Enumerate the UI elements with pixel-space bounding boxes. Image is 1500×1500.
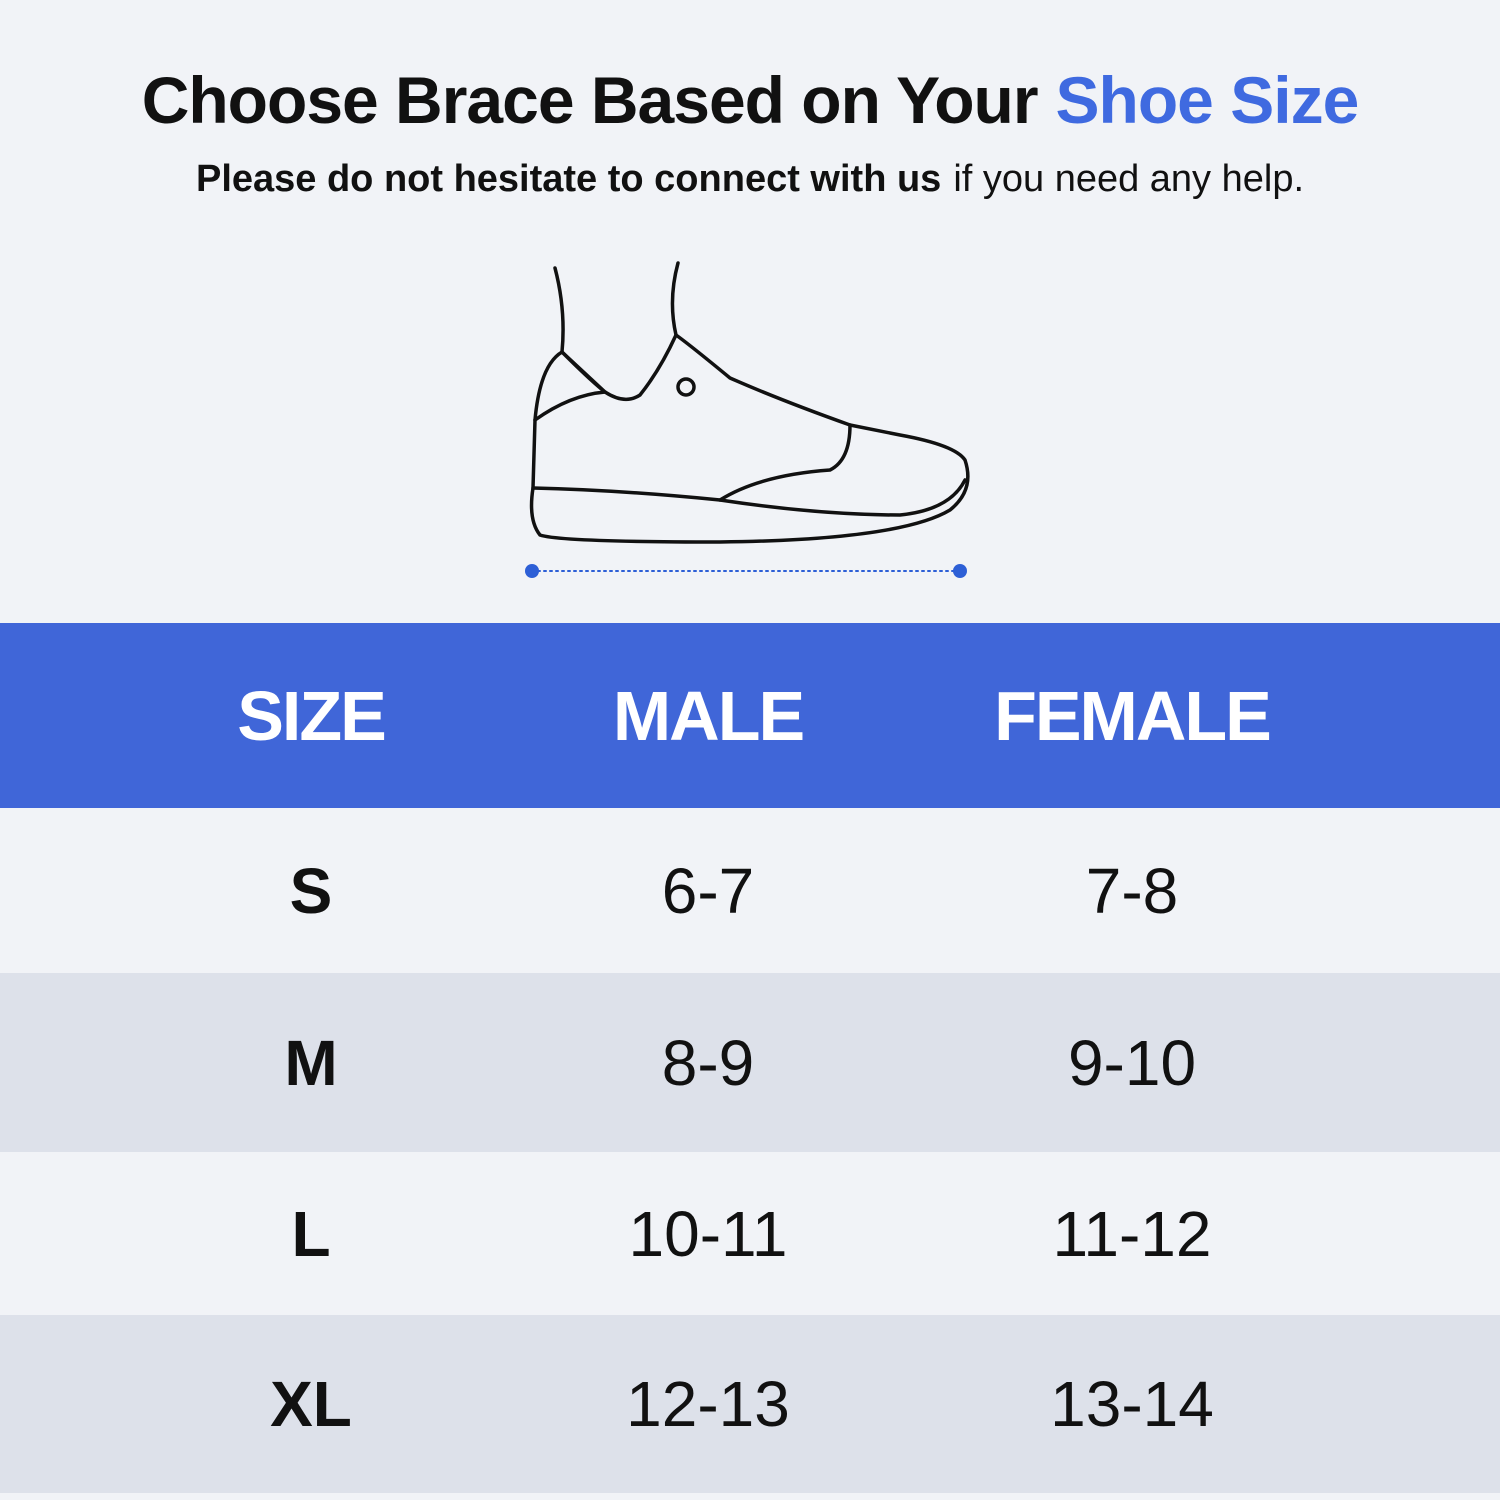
subtitle-bold: Please do not hesitate to connect with u… — [195, 158, 942, 200]
table-cell: 12-13 — [626, 1368, 790, 1440]
subtitle-text: if you need any help. — [953, 158, 1305, 200]
shoe-illustration — [525, 261, 970, 578]
table-cell: XL — [270, 1368, 352, 1440]
table-cell: L — [291, 1197, 331, 1270]
column-header: FEMALE — [994, 676, 1272, 755]
table-cell: 8-9 — [661, 1026, 755, 1099]
title: Choose Brace Based on Your Shoe Size — [0, 62, 1500, 138]
column-header: SIZE — [237, 676, 387, 755]
table-cell: 9-10 — [1067, 1026, 1197, 1099]
column-header: MALE — [612, 676, 805, 755]
table-cell: 7-8 — [1085, 854, 1179, 927]
table-cell: S — [289, 854, 333, 927]
table-row: M 8-9 9-10 — [0, 973, 1500, 1152]
title-highlight: Shoe Size — [1055, 63, 1360, 137]
table-cell: 13-14 — [1050, 1368, 1214, 1440]
table-cell: 10-11 — [628, 1197, 788, 1270]
table-cell: 11-12 — [1052, 1197, 1212, 1270]
table-cell: 6-7 — [661, 854, 755, 927]
table-row: XL 12-13 13-14 — [0, 1315, 1500, 1493]
subtitle: Please do not hesitate to connect with u… — [0, 158, 1500, 201]
table-row: L 10-11 11-12 — [0, 1152, 1500, 1315]
table-header: SIZE MALE FEMALE — [0, 623, 1500, 808]
title-text: Choose Brace Based on Your — [141, 63, 1039, 137]
table-row: S 6-7 7-8 — [0, 808, 1500, 973]
table-cell: M — [284, 1026, 338, 1099]
